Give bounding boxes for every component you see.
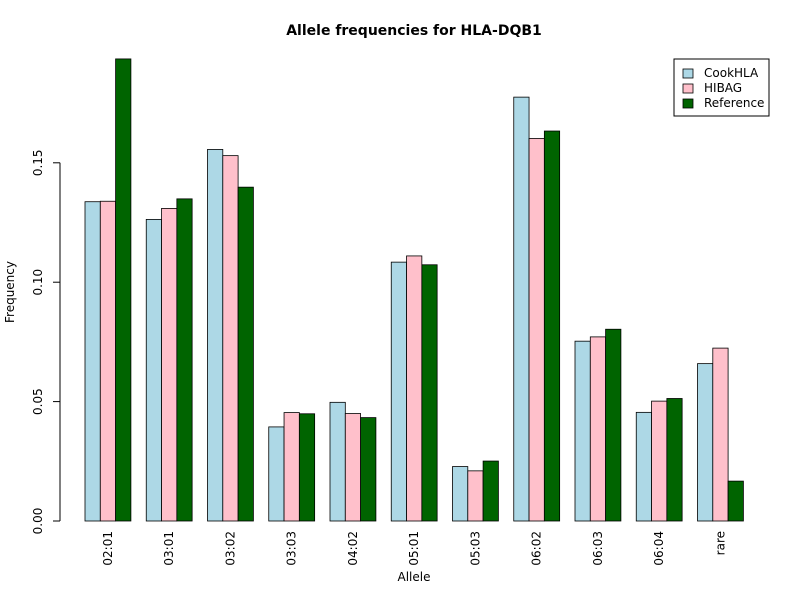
chart-title: Allele frequencies for HLA-DQB1	[286, 23, 542, 39]
bar-reference-rare	[727, 480, 744, 522]
bar-reference-03-03	[298, 413, 316, 522]
bar-reference-05-01	[421, 264, 438, 522]
bar-cookhla-06-03	[574, 340, 591, 522]
legend-swatch-reference	[682, 98, 694, 109]
legend-label-cookhla: CookHLA	[704, 66, 759, 80]
bar-cookhla-02-01	[84, 201, 101, 522]
bar-reference-05-03	[482, 460, 499, 522]
x-tick-label: 03:03	[285, 531, 299, 566]
x-tick-label: 03:02	[223, 531, 237, 566]
bar-cookhla-rare	[697, 363, 714, 522]
x-tick-labels: 02:01 03:01 03:02 03:03 04:02 05:01 05:03 06:02…	[101, 531, 728, 566]
bar-reference-06-04	[666, 398, 683, 522]
y-tick-label: 0.10	[31, 269, 45, 296]
y-axis: 0.00 0.05 0.10 0.15	[31, 149, 61, 535]
legend-swatch-cookhla	[682, 68, 694, 79]
x-tick-label: 02:01	[101, 531, 115, 566]
bar-reference-06-03	[605, 328, 622, 522]
bar-hibag-06-03	[589, 336, 606, 522]
bar-hibag-05-01	[406, 255, 423, 522]
y-tick-label: 0.15	[31, 149, 45, 176]
x-tick-label: 05:01	[407, 531, 421, 566]
bar-hibag-05-03	[467, 470, 484, 522]
x-tick-label: rare	[713, 531, 727, 555]
bar-reference-06-02	[543, 130, 561, 522]
bar-hibag-06-04	[651, 400, 668, 522]
x-tick-label: 05:03	[468, 531, 482, 566]
bars-group	[84, 58, 744, 522]
bar-cookhla-06-02	[513, 96, 530, 522]
bar-cookhla-03-03	[268, 426, 285, 522]
bar-cookhla-04-02	[329, 401, 346, 522]
legend-swatch-hibag	[682, 83, 694, 94]
bar-hibag-06-02	[528, 138, 545, 522]
bar-hibag-03-02	[222, 155, 239, 522]
bar-reference-04-02	[360, 417, 377, 522]
x-axis-label: Allele	[398, 570, 431, 584]
y-tick-label: 0.05	[31, 388, 45, 415]
legend-label-hibag: HIBAG	[704, 81, 742, 95]
x-tick-label: 06:03	[591, 531, 605, 566]
bar-hibag-rare	[712, 347, 729, 522]
bar-cookhla-05-01	[390, 261, 407, 522]
x-tick-label: 04:02	[346, 531, 360, 566]
bar-reference-03-01	[176, 198, 193, 522]
x-tick-label: 06:02	[530, 531, 544, 566]
bar-hibag-04-02	[344, 413, 361, 522]
y-axis-label: Frequency	[3, 261, 17, 323]
bar-reference-02-01	[115, 58, 132, 522]
x-tick-label: 06:04	[652, 531, 666, 566]
bar-cookhla-03-02	[207, 149, 224, 522]
y-tick-label: 0.00	[31, 508, 45, 535]
bar-hibag-02-01	[99, 200, 117, 522]
bar-cookhla-03-01	[145, 218, 162, 522]
bar-cookhla-05-03	[452, 466, 469, 522]
bar-hibag-03-01	[161, 208, 178, 522]
x-tick-label: 03:01	[162, 531, 176, 566]
bar-reference-03-02	[237, 186, 254, 522]
bar-hibag-03-03	[283, 412, 300, 522]
legend-label-reference: Reference	[704, 96, 764, 110]
bar-cookhla-06-04	[635, 411, 652, 522]
